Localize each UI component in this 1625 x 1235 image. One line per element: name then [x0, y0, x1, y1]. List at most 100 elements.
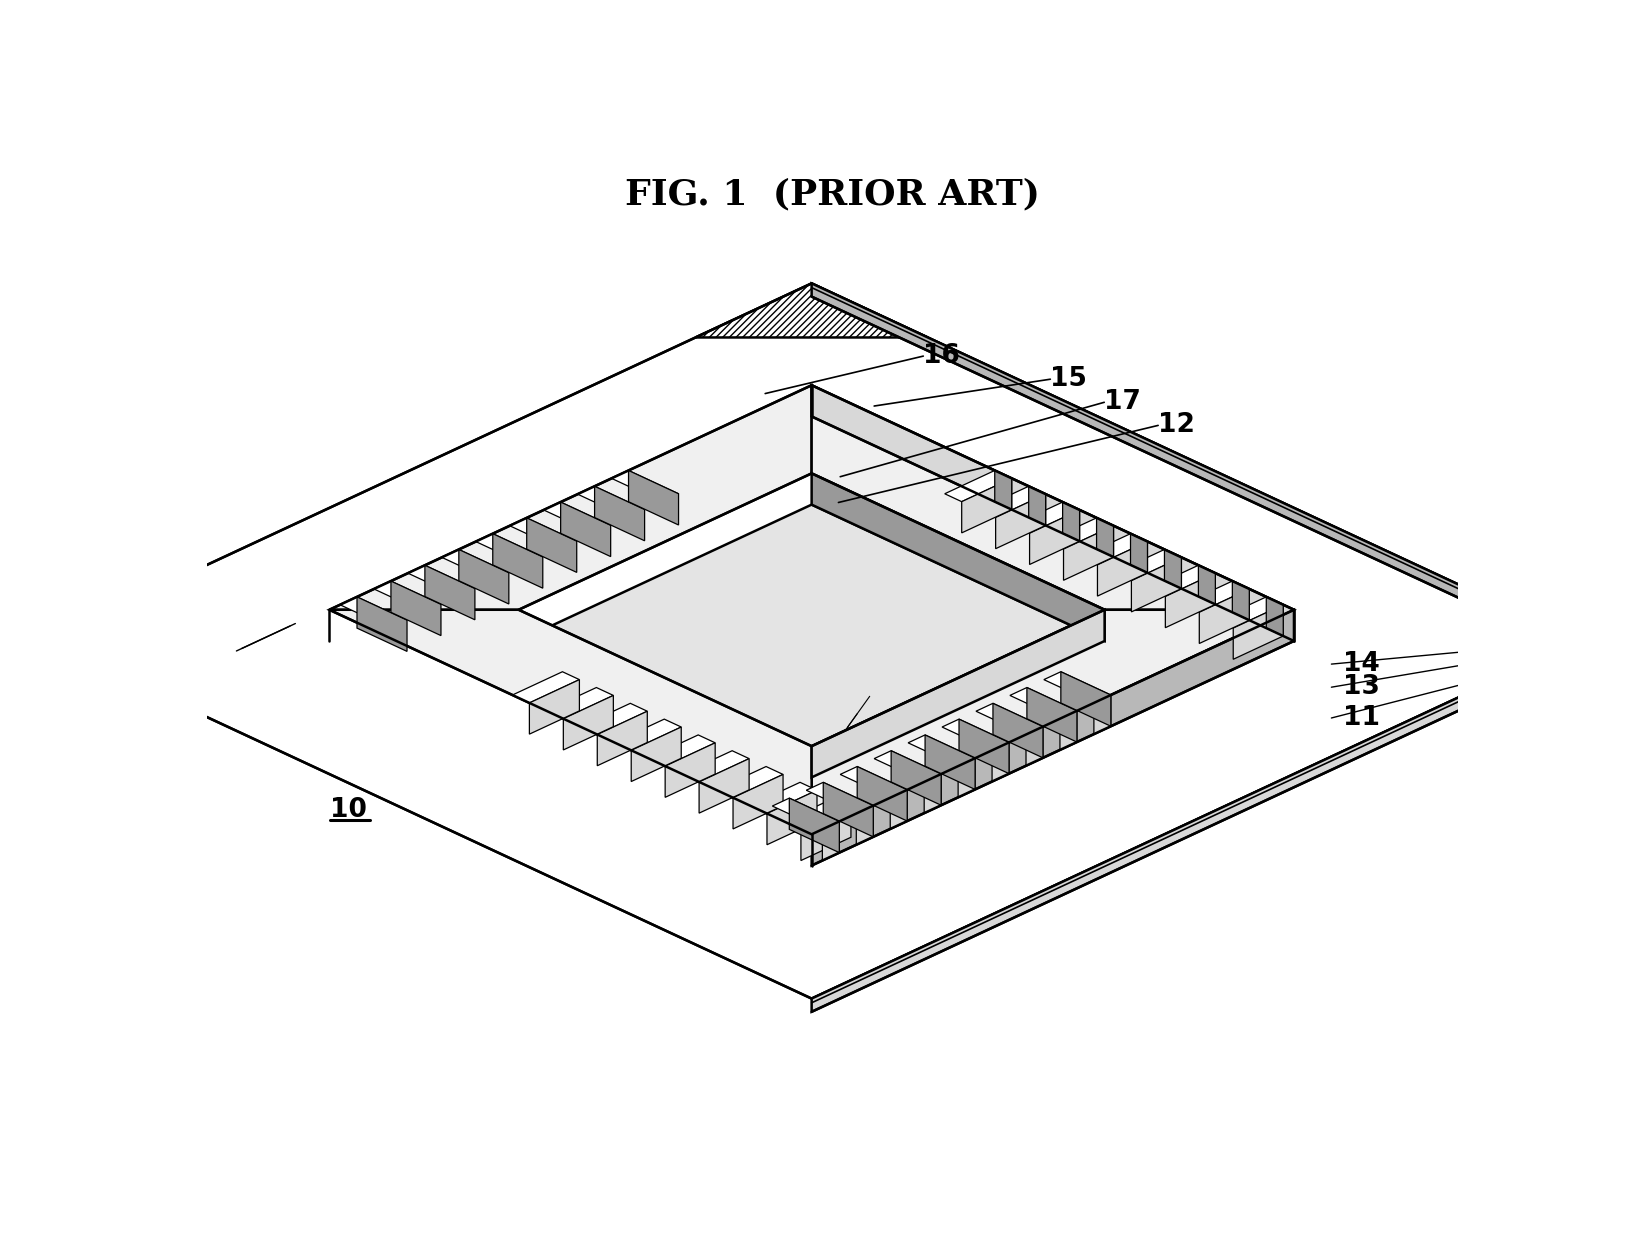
Polygon shape — [629, 471, 679, 525]
Polygon shape — [1115, 550, 1181, 580]
Polygon shape — [1063, 503, 1079, 541]
Polygon shape — [1232, 582, 1250, 620]
Polygon shape — [1233, 605, 1284, 659]
Polygon shape — [751, 782, 817, 814]
Polygon shape — [790, 798, 840, 852]
Polygon shape — [1030, 510, 1079, 564]
Polygon shape — [665, 742, 715, 798]
Polygon shape — [442, 550, 509, 580]
Polygon shape — [1060, 711, 1077, 750]
Polygon shape — [1061, 672, 1112, 726]
Text: 12: 12 — [1159, 412, 1194, 438]
Polygon shape — [994, 471, 1012, 510]
Text: 14: 14 — [1342, 651, 1380, 677]
Polygon shape — [1046, 517, 1113, 550]
Polygon shape — [330, 385, 811, 610]
Polygon shape — [1029, 487, 1045, 525]
Polygon shape — [1198, 566, 1216, 604]
Text: 11: 11 — [1342, 705, 1380, 731]
Polygon shape — [611, 471, 679, 501]
Polygon shape — [595, 487, 645, 541]
Polygon shape — [1097, 542, 1147, 597]
Polygon shape — [510, 517, 577, 550]
Polygon shape — [891, 751, 941, 805]
Polygon shape — [811, 610, 1294, 866]
Polygon shape — [512, 672, 580, 703]
Polygon shape — [925, 774, 941, 813]
Polygon shape — [374, 582, 440, 613]
Polygon shape — [1165, 550, 1181, 589]
Polygon shape — [978, 487, 1045, 517]
Polygon shape — [1081, 534, 1147, 564]
Polygon shape — [492, 534, 543, 588]
Polygon shape — [811, 283, 1580, 655]
Polygon shape — [392, 582, 440, 636]
Text: 10: 10 — [330, 798, 367, 824]
Polygon shape — [1199, 589, 1250, 643]
Polygon shape — [811, 385, 1294, 641]
Polygon shape — [340, 597, 406, 629]
Polygon shape — [1012, 503, 1079, 534]
Polygon shape — [874, 751, 941, 782]
Polygon shape — [408, 566, 474, 597]
Polygon shape — [962, 478, 1012, 532]
Polygon shape — [811, 385, 1294, 610]
Polygon shape — [561, 503, 611, 557]
Polygon shape — [717, 767, 783, 798]
Polygon shape — [699, 758, 749, 813]
Polygon shape — [783, 798, 852, 830]
Text: FIG. 1  (PRIOR ART): FIG. 1 (PRIOR ART) — [626, 178, 1040, 211]
Polygon shape — [1043, 672, 1112, 703]
Polygon shape — [1027, 688, 1077, 742]
Polygon shape — [1094, 695, 1112, 734]
Polygon shape — [330, 610, 811, 835]
Polygon shape — [811, 610, 1294, 835]
Polygon shape — [840, 767, 907, 798]
Polygon shape — [44, 283, 1580, 999]
Polygon shape — [1025, 726, 1043, 766]
Polygon shape — [977, 703, 1043, 735]
Polygon shape — [767, 790, 817, 845]
Polygon shape — [824, 782, 873, 837]
Polygon shape — [598, 711, 647, 766]
Text: 16: 16 — [923, 343, 960, 369]
Text: 15: 15 — [1050, 367, 1087, 393]
Polygon shape — [908, 735, 975, 766]
Polygon shape — [944, 471, 1012, 501]
Polygon shape — [993, 703, 1043, 758]
Polygon shape — [424, 566, 474, 620]
Polygon shape — [630, 727, 681, 782]
Polygon shape — [959, 758, 975, 798]
Polygon shape — [959, 719, 1009, 773]
Polygon shape — [1063, 526, 1113, 580]
Polygon shape — [682, 751, 749, 782]
Polygon shape — [856, 805, 873, 845]
Polygon shape — [544, 503, 611, 534]
Polygon shape — [1097, 517, 1113, 557]
Polygon shape — [858, 767, 907, 821]
Polygon shape — [822, 821, 840, 861]
Polygon shape — [1482, 595, 1580, 687]
Polygon shape — [1149, 566, 1216, 597]
Polygon shape — [1266, 597, 1284, 636]
Polygon shape — [1131, 534, 1147, 573]
Polygon shape — [526, 517, 577, 572]
Polygon shape — [811, 641, 1580, 1011]
Polygon shape — [772, 798, 840, 830]
Polygon shape — [811, 473, 1105, 641]
Polygon shape — [518, 505, 1105, 777]
Polygon shape — [811, 610, 1105, 777]
Polygon shape — [1009, 688, 1077, 719]
Polygon shape — [733, 774, 783, 829]
Polygon shape — [476, 534, 543, 564]
Polygon shape — [564, 695, 613, 750]
Polygon shape — [1183, 582, 1250, 613]
Polygon shape — [1165, 573, 1216, 627]
Polygon shape — [696, 283, 928, 337]
Polygon shape — [614, 719, 681, 751]
Polygon shape — [891, 790, 907, 829]
Polygon shape — [925, 735, 975, 789]
Polygon shape — [458, 550, 509, 604]
Polygon shape — [1216, 597, 1284, 629]
Polygon shape — [942, 719, 1009, 751]
